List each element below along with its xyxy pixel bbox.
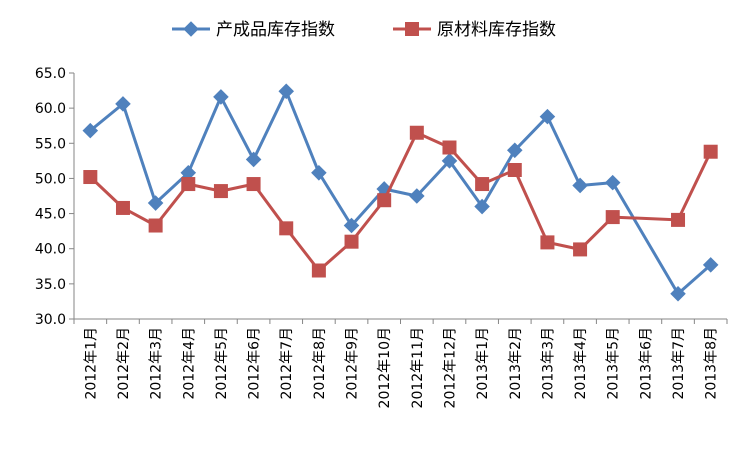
data-point-marker [180, 165, 197, 181]
data-point-marker [540, 235, 555, 250]
data-point-marker [409, 125, 424, 140]
axes: 30.0 35.0 40.0 45.0 50.0 55.0 60.0 65.0 2012年1月 2… [35, 66, 728, 408]
data-point-marker [279, 221, 294, 236]
data-point-marker [605, 210, 620, 225]
x-tick-label: 2012年7月 [279, 327, 295, 400]
y-tick-label: 55.0 [35, 136, 66, 152]
y-tick-label: 50.0 [35, 171, 66, 187]
x-tick-label: 2012年9月 [345, 327, 361, 400]
x-tick-label: 2013年5月 [606, 327, 622, 400]
data-point-marker [475, 177, 490, 192]
x-tick-label: 2012年10月 [377, 327, 393, 408]
data-point-marker [213, 184, 228, 199]
series-line-2 [89, 131, 713, 272]
legend-marker-series-2 [405, 22, 419, 36]
x-tick-label: 2013年6月 [638, 327, 654, 400]
y-tick-label: 60.0 [35, 101, 66, 117]
legend-item-series-2: 原材料库存指数 [393, 20, 556, 40]
data-point-marker [148, 218, 163, 233]
data-point-marker [377, 193, 392, 208]
x-tick-label: 2012年2月 [116, 327, 132, 400]
legend: 产成品库存指数 原材料库存指数 [172, 20, 556, 40]
data-point-marker [507, 162, 522, 177]
data-point-marker [213, 89, 229, 105]
x-tick-label: 2012年8月 [312, 327, 328, 400]
data-point-marker [311, 165, 327, 181]
data-point-marker [702, 257, 719, 273]
y-tick-label: 45.0 [35, 207, 66, 223]
x-tick-label: 2012年3月 [149, 327, 165, 400]
x-tick-label: 2012年11月 [410, 327, 426, 408]
plot-area [82, 83, 719, 302]
legend-item-series-1: 产成品库存指数 [172, 20, 335, 40]
data-point-marker [147, 195, 164, 211]
data-point-marker [181, 177, 196, 192]
data-point-marker [115, 200, 130, 215]
data-point-marker [572, 177, 588, 194]
x-tick-label: 2012年4月 [181, 327, 197, 400]
data-point-marker [311, 263, 326, 278]
x-tick-label: 2012年12月 [442, 327, 458, 408]
series-1 [82, 83, 719, 302]
data-point-marker [409, 188, 425, 204]
legend-label-series-2: 原材料库存指数 [437, 20, 556, 40]
series-2 [83, 125, 718, 278]
y-tick-label: 35.0 [35, 277, 66, 293]
data-point-marker [344, 234, 359, 249]
x-tick-label: 2013年3月 [540, 327, 556, 400]
y-tick-label: 30.0 [35, 312, 66, 328]
x-tick-label: 2012年1月 [83, 327, 99, 400]
data-point-marker [246, 177, 261, 192]
legend-label-series-1: 产成品库存指数 [216, 20, 335, 40]
data-point-marker [703, 144, 718, 159]
data-point-marker [83, 170, 98, 185]
x-tick-label: 2012年6月 [247, 327, 263, 400]
x-tick-label: 2013年7月 [671, 327, 687, 400]
data-point-marker [245, 151, 262, 168]
y-tick-label: 65.0 [35, 66, 66, 82]
x-tick-label: 2013年4月 [573, 327, 589, 400]
data-point-marker [442, 140, 457, 155]
x-tick-label: 2013年8月 [704, 327, 720, 400]
data-point-marker [604, 174, 621, 191]
y-tick-label: 40.0 [35, 242, 66, 258]
data-point-marker [441, 153, 458, 169]
data-point-marker [343, 217, 360, 234]
x-tick-label: 2012年5月 [214, 327, 230, 400]
x-tick-label: 2013年2月 [508, 327, 524, 400]
data-point-marker [278, 83, 295, 100]
x-tick-label: 2013年1月 [475, 327, 491, 400]
data-point-marker [671, 212, 686, 227]
legend-marker-series-1 [183, 21, 199, 37]
data-point-marker [573, 242, 588, 257]
